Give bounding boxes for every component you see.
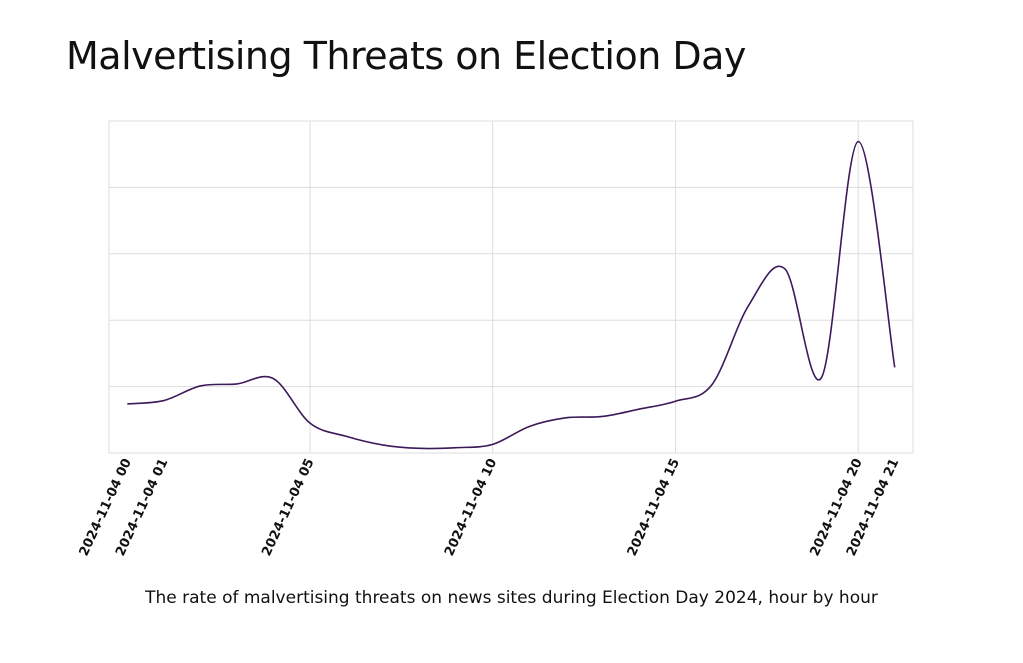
- data-point: [454, 446, 458, 450]
- data-point: [381, 443, 385, 447]
- data-point: [162, 399, 166, 403]
- data-point: [673, 399, 677, 403]
- data-point: [125, 402, 129, 406]
- data-point: [710, 383, 714, 387]
- data-point: [783, 267, 787, 271]
- chart-caption: The rate of malvertising threats on news…: [145, 588, 878, 608]
- data-point: [418, 446, 422, 450]
- data-point: [198, 384, 202, 388]
- gridlines: [109, 120, 913, 453]
- data-point: [600, 414, 604, 418]
- data-point: [491, 442, 495, 446]
- data-point: [345, 434, 349, 438]
- chart-title: Malvertising Threats on Election Day: [66, 34, 746, 78]
- data-point: [235, 382, 239, 386]
- x-tick-label: 2024-11-04 15: [625, 456, 683, 558]
- data-point: [747, 304, 751, 308]
- data-point: [856, 140, 860, 144]
- x-tick-label: 2024-11-04 05: [259, 456, 317, 558]
- series-layer: [125, 140, 897, 450]
- series-line: [127, 140, 896, 450]
- data-point: [527, 424, 531, 428]
- data-point: [637, 407, 641, 411]
- x-tick-label: 2024-11-04 10: [442, 456, 500, 558]
- data-point: [564, 416, 568, 420]
- data-point: [308, 421, 312, 425]
- data-point: [271, 377, 275, 381]
- data-point: [820, 375, 824, 379]
- data-point: [893, 365, 897, 369]
- plot-frame: [108, 120, 914, 454]
